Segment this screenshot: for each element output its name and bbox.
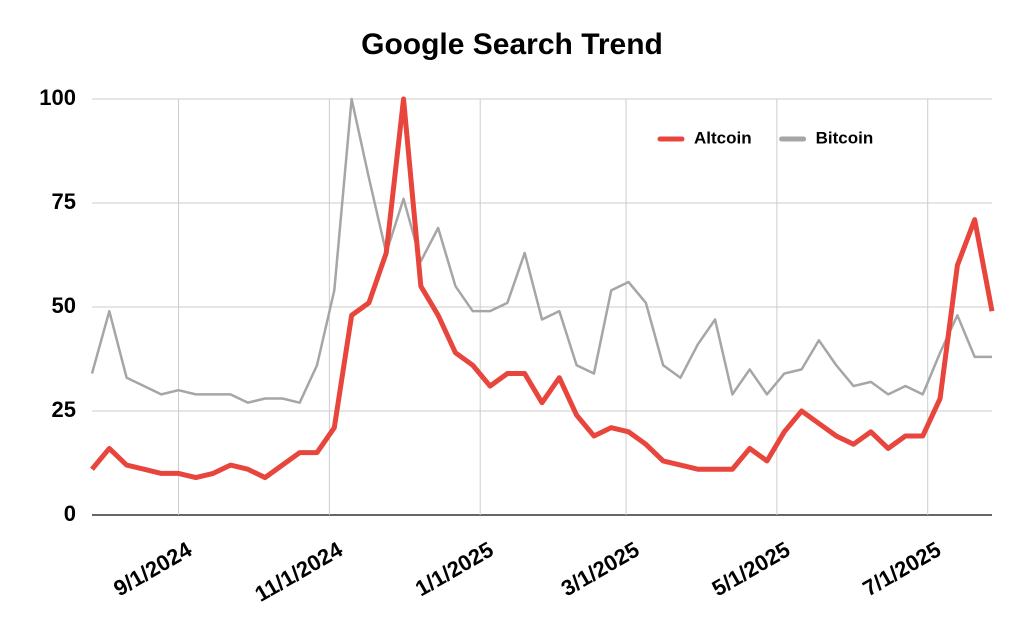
y-tick-label: 50 <box>52 293 76 318</box>
x-tick-label: 11/1/2024 <box>251 536 348 606</box>
series-line <box>90 97 992 404</box>
legend-label: Altcoin <box>694 128 752 147</box>
y-tick-label: 100 <box>39 85 76 110</box>
chart-title: Google Search Trend <box>361 28 663 61</box>
x-tick-label: 1/1/2025 <box>411 537 498 601</box>
x-tick-label: 5/1/2025 <box>708 537 795 601</box>
x-tick-label: 7/1/2025 <box>858 537 945 601</box>
legend-label: Bitcoin <box>816 128 874 147</box>
y-tick-label: 0 <box>64 501 76 526</box>
y-tick-label: 25 <box>52 397 76 422</box>
y-tick-label: 75 <box>52 189 76 214</box>
series-line <box>90 96 995 481</box>
x-tick-label: 9/1/2024 <box>109 536 196 601</box>
x-tick-label: 3/1/2025 <box>557 537 644 601</box>
